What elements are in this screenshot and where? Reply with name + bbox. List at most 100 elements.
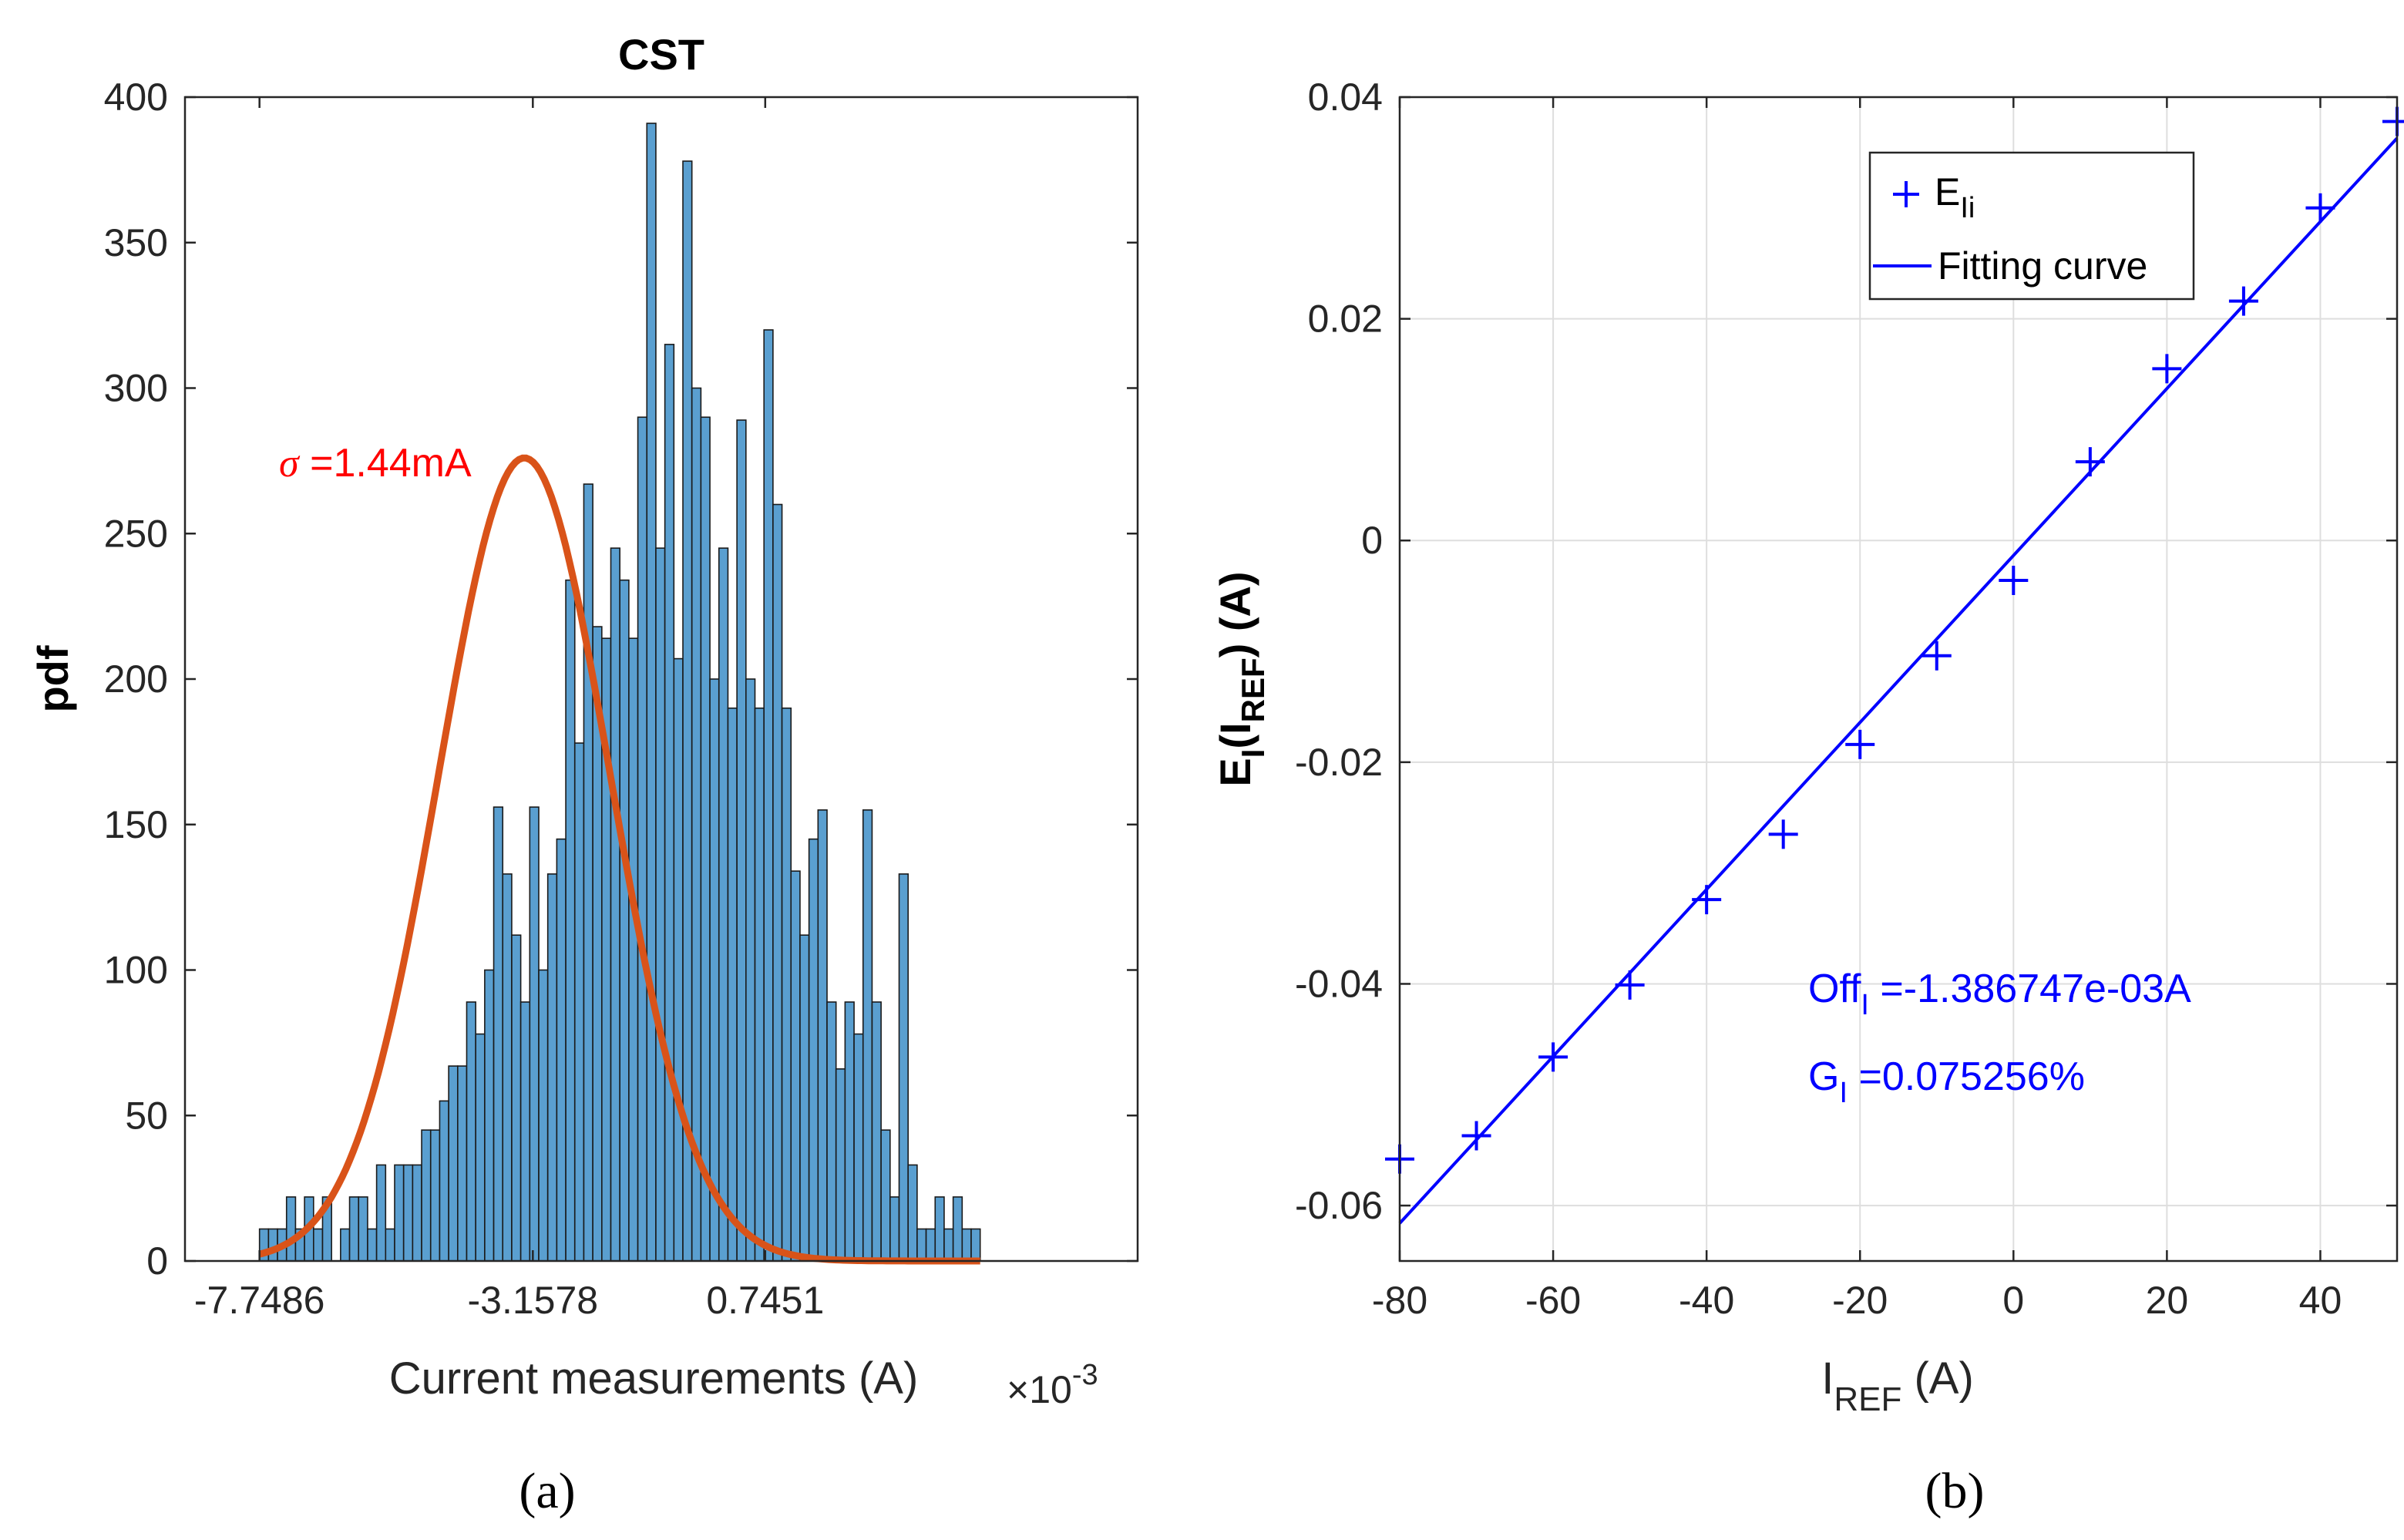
error-marker [2305, 193, 2335, 223]
histogram-bar [718, 547, 729, 1262]
sigma-symbol: σ [279, 442, 301, 486]
histogram-bar [628, 637, 639, 1262]
error-marker [1461, 1121, 1491, 1151]
histogram-bar [412, 1164, 422, 1262]
caption-b: (b) [1925, 1463, 1985, 1519]
histogram-bar [402, 1164, 414, 1262]
y-tick-label: 200 [104, 657, 168, 701]
error-marker [1999, 566, 2029, 596]
histogram-bar [565, 579, 576, 1262]
y-tick-label: 0 [146, 1239, 168, 1283]
histogram-x-ticks: -7.7486 -3.1578 0.7451 [194, 97, 824, 1322]
histogram-bar [907, 1164, 918, 1262]
histogram-bar [519, 1001, 531, 1262]
histogram-bar [925, 1228, 936, 1262]
histogram-bar [267, 1228, 278, 1262]
histogram-bar [619, 579, 630, 1262]
histogram-bar [457, 1065, 468, 1262]
histogram-bar [583, 483, 593, 1262]
ylabel-close: ) (A) [1211, 571, 1259, 657]
gain-annotation: GI =0.075256% [1808, 1054, 2085, 1109]
histogram-bar [727, 707, 738, 1262]
x-tick-label: -7.7486 [194, 1279, 325, 1322]
histogram-bar [871, 1001, 882, 1262]
histogram-bar [781, 707, 792, 1262]
offset-sub: I [1861, 989, 1869, 1021]
gain-label: G [1808, 1054, 1839, 1099]
xlabel-main: I [1821, 1353, 1834, 1404]
histogram-bar [421, 1129, 432, 1262]
histogram-bar [610, 547, 620, 1262]
histogram-bar [700, 416, 711, 1262]
error-marker [1538, 1042, 1568, 1072]
histogram-bar [862, 809, 873, 1262]
scatter-y-ticks: -0.06 -0.04 -0.02 0 0.02 0.04 [1295, 76, 2397, 1227]
ylabel-e: E [1211, 758, 1259, 786]
scatter-axes-box [1398, 96, 2399, 1263]
offset-label: Off [1808, 967, 1861, 1011]
histogram-x-exponent: ×10-3 [1007, 1359, 1098, 1411]
x-tick-label: -60 [1525, 1279, 1581, 1322]
histogram-bar [952, 1196, 963, 1262]
histogram-bar [934, 1196, 945, 1262]
gain-value: =0.075256% [1848, 1054, 2085, 1099]
legend-series-name: E [1935, 170, 1960, 214]
histogram-bar [943, 1228, 954, 1262]
offset-annotation: OffI =-1.386747e-03A [1808, 967, 2191, 1021]
histogram-bar [673, 657, 684, 1262]
histogram-title: CST [618, 30, 704, 79]
legend-entry-markers: EIi [1935, 170, 1975, 224]
histogram-bar [853, 1033, 864, 1262]
error-marker [1692, 885, 1722, 915]
histogram-bar [916, 1228, 927, 1262]
histogram-bar [736, 419, 747, 1262]
histogram-bar [835, 1068, 846, 1262]
histogram-bar [961, 1228, 972, 1262]
histogram-bar [394, 1164, 405, 1262]
y-tick-label: 0.04 [1308, 76, 1383, 119]
histogram-bar [709, 678, 720, 1262]
scatter-x-ticks: -80 -60 -40 -20 0 20 40 [1372, 97, 2342, 1322]
y-tick-label: 50 [125, 1094, 168, 1137]
histogram-bar [538, 969, 549, 1262]
histogram-bar [348, 1196, 360, 1262]
offset-value: =-1.386747e-03A [1869, 967, 2191, 1011]
histogram-bar [763, 329, 774, 1262]
histogram-bar [556, 838, 567, 1262]
histogram-bar [682, 160, 693, 1262]
histogram-bar [691, 387, 702, 1262]
ylabel-ref-sub: REF [1235, 657, 1271, 722]
histogram-bar [484, 969, 495, 1262]
histogram-bar [772, 503, 783, 1262]
error-marker [1845, 729, 1875, 759]
legend-box [1868, 151, 2195, 301]
y-tick-label: 0 [1361, 519, 1383, 562]
x-tick-label: -20 [1832, 1279, 1888, 1322]
sigma-annotation: σ =1.44mA [279, 441, 472, 486]
scatter-x-label: IREF (A) [1821, 1353, 1974, 1418]
histogram-bar [646, 123, 657, 1262]
y-tick-label: 250 [104, 512, 168, 555]
histogram-bar [439, 1100, 449, 1262]
xlabel-sub: REF [1834, 1380, 1901, 1418]
y-tick-label: 400 [104, 76, 168, 119]
histogram-bar [475, 1033, 486, 1262]
ylabel-e-sub: I [1235, 749, 1271, 758]
error-scatter-panel: -0.06 -0.04 -0.02 0 0.02 0.04 -80 -60 -40 -20 0 20… [1211, 76, 2404, 1519]
y-tick-label: 0.02 [1308, 298, 1383, 341]
legend-marker-icon [1893, 181, 1919, 207]
histogram-bar [664, 344, 675, 1262]
histogram-bar [808, 838, 819, 1262]
ylabel-open: (I [1211, 722, 1259, 748]
histogram-bar [637, 416, 648, 1262]
scatter-y-label: EI(IREF) (A) [1211, 571, 1271, 786]
histogram-bar [745, 678, 756, 1262]
histogram-bar [375, 1164, 387, 1262]
histogram-bar [466, 1001, 476, 1262]
histogram-bar [358, 1196, 368, 1262]
x-tick-label: 40 [2299, 1279, 2342, 1322]
sigma-value: =1.44mA [299, 441, 472, 486]
y-tick-label: 300 [104, 367, 168, 410]
error-marker [1922, 641, 1952, 671]
